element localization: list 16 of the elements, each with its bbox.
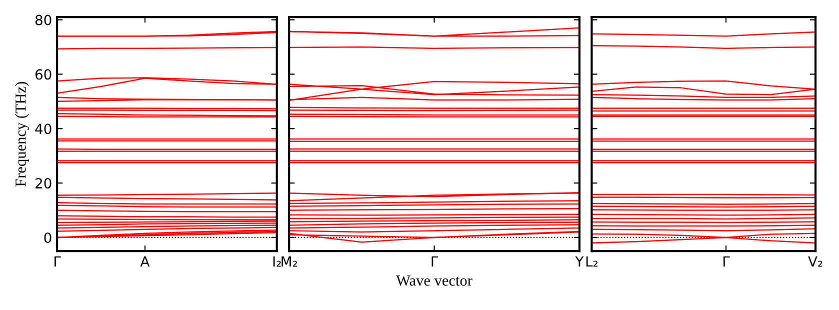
x-tick-label: Y	[575, 256, 584, 267]
y-tick-label: 80	[35, 14, 52, 26]
y-tick-label: 40	[35, 124, 52, 134]
x-tick-label: M₂	[282, 256, 297, 267]
y-tick-label: 60	[35, 69, 52, 80]
x-axis-title: Wave vector	[396, 276, 472, 286]
x-tick-label: I₂	[273, 256, 281, 267]
x-tick-label: A	[140, 256, 150, 267]
y-axis-title: Frequency (THz)	[15, 82, 29, 186]
x-tick-label: L₂	[586, 256, 598, 267]
x-tick-label: Γ	[54, 256, 61, 267]
y-tick-label: 0	[44, 232, 52, 243]
y-tick-label: 20	[36, 178, 52, 189]
x-tick-label: Γ	[432, 256, 438, 267]
x-tick-label: V₂	[808, 256, 822, 267]
x-tick-label: Γ	[723, 256, 730, 267]
